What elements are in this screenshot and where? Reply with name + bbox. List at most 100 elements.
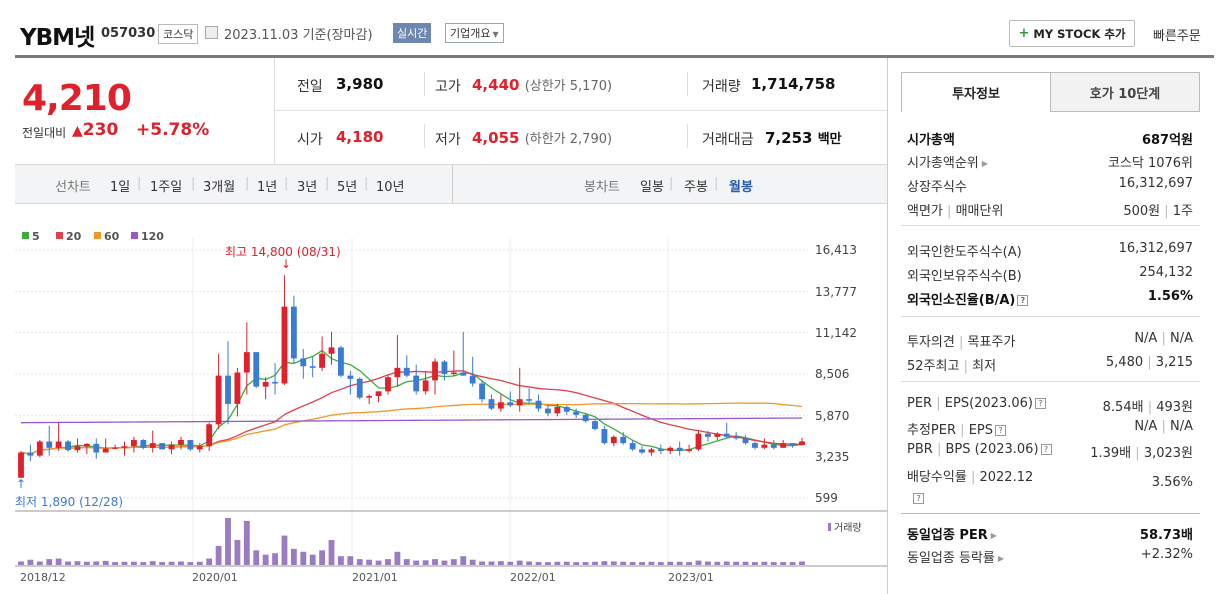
quick-order-link[interactable]: 빠른주문 bbox=[1153, 29, 1201, 44]
ma-120-line bbox=[20, 417, 803, 424]
candle-body bbox=[497, 402, 504, 409]
volume-bar bbox=[460, 556, 467, 565]
candle-body bbox=[733, 436, 740, 439]
market-cap-label: 시가총액 bbox=[907, 133, 955, 148]
period-1d[interactable]: 1일 bbox=[110, 180, 131, 195]
candle-body bbox=[667, 447, 674, 451]
candle-body bbox=[450, 372, 457, 375]
candle-body bbox=[479, 383, 485, 400]
candle-body bbox=[281, 306, 288, 384]
candle-body bbox=[196, 446, 203, 450]
volume-value: 1,714,758 bbox=[751, 75, 836, 93]
candle-body bbox=[394, 367, 401, 378]
tab-invest-info[interactable]: 투자정보 bbox=[901, 72, 1051, 112]
volume-bar bbox=[187, 562, 194, 565]
change-label: 전일대비 bbox=[22, 126, 67, 140]
volume-bar bbox=[272, 553, 278, 565]
volume-bar bbox=[159, 562, 166, 565]
open-value: 4,180 bbox=[336, 128, 384, 146]
candle-body bbox=[676, 447, 683, 451]
help-icon[interactable]: ? bbox=[1034, 398, 1046, 409]
volume-bar bbox=[215, 545, 222, 565]
volume-bar bbox=[780, 562, 787, 565]
volume-bar bbox=[695, 560, 702, 565]
candle-body bbox=[545, 408, 551, 414]
candle-body bbox=[46, 441, 53, 448]
opinion-label: 투자의견 | 목표주가 bbox=[907, 335, 1016, 350]
volume-bar bbox=[36, 561, 43, 565]
volume-bar bbox=[667, 561, 674, 565]
chevron-right-icon: ▶ bbox=[990, 531, 997, 540]
candle-body bbox=[610, 436, 617, 444]
candle-body bbox=[535, 400, 542, 409]
cap-rank-label[interactable]: 시가총액순위 ▶ bbox=[907, 156, 988, 171]
period-1y[interactable]: 1년 bbox=[257, 180, 278, 195]
par-lot-label: 액면가 | 매매단위 bbox=[907, 204, 1004, 219]
volume-bar bbox=[657, 562, 664, 565]
candle-body bbox=[563, 407, 570, 412]
volume-bar bbox=[733, 561, 740, 565]
market-badge: 코스닥 bbox=[158, 24, 199, 44]
candle-body bbox=[149, 443, 156, 448]
divider bbox=[424, 124, 425, 148]
industry-per-label[interactable]: 동일업종 PER ▶ bbox=[907, 528, 997, 543]
candle-monthly[interactable]: 월봉 bbox=[729, 180, 753, 195]
candle-body bbox=[582, 414, 589, 422]
legend-ma60: 60 bbox=[94, 230, 119, 243]
realtime-button[interactable]: 실시간 bbox=[393, 23, 432, 43]
tab-hoga-10[interactable]: 호가 10단계 bbox=[1050, 72, 1200, 112]
volume-bar bbox=[178, 561, 184, 565]
plus-icon: + bbox=[1018, 26, 1030, 41]
candle-body bbox=[300, 358, 307, 367]
volume-bar bbox=[413, 560, 420, 565]
help-icon[interactable]: ? bbox=[1017, 295, 1029, 306]
volume-bar bbox=[356, 559, 363, 565]
candle-body bbox=[686, 449, 693, 451]
volume-bar bbox=[545, 562, 551, 565]
period-10y[interactable]: 10년 bbox=[376, 180, 405, 195]
prev-close-value: 3,980 bbox=[336, 75, 384, 93]
period-5y[interactable]: 5년 bbox=[337, 180, 358, 195]
est-per-label: 추정PER | EPS? bbox=[907, 419, 1006, 438]
legend-ma20: 20 bbox=[56, 230, 81, 243]
period-3y[interactable]: 3년 bbox=[297, 180, 318, 195]
industry-rate-label[interactable]: 동일업종 등락률 ▶ bbox=[907, 551, 1005, 566]
candle-body bbox=[225, 375, 231, 404]
period-1w[interactable]: 1주일 bbox=[150, 180, 183, 195]
candle-daily[interactable]: 일봉 bbox=[640, 180, 664, 195]
week52-label: 52주최고 | 최저 bbox=[907, 359, 997, 374]
candle-body bbox=[601, 428, 608, 444]
est-per-value: N/A | N/A bbox=[1134, 419, 1193, 434]
volume-bar bbox=[130, 561, 137, 565]
volume-bar bbox=[55, 558, 62, 565]
my-stock-add-button[interactable]: + MY STOCK 추가 bbox=[1009, 20, 1135, 47]
candle-body bbox=[573, 411, 580, 415]
prev-close-label: 전일 bbox=[297, 79, 323, 95]
help-icon[interactable]: ? bbox=[1040, 444, 1052, 455]
candle-body bbox=[488, 399, 495, 409]
candle-body bbox=[366, 396, 373, 398]
help-icon[interactable]: ? bbox=[995, 425, 1006, 436]
candle-body bbox=[18, 452, 24, 478]
volume-bar bbox=[620, 561, 627, 565]
amount-value: 7,253 백만 bbox=[765, 129, 842, 147]
volume-bar bbox=[469, 559, 476, 565]
candle-body bbox=[262, 381, 269, 387]
candle-chart-label: 봉차트 bbox=[584, 180, 620, 195]
help-icon[interactable]: ? bbox=[913, 493, 924, 504]
divider bbox=[275, 110, 887, 111]
candle-body bbox=[648, 449, 655, 453]
volume-bar bbox=[121, 561, 128, 565]
candle-body bbox=[780, 443, 787, 448]
period-3m[interactable]: 3개월 bbox=[203, 180, 236, 195]
candle-weekly[interactable]: 주봉 bbox=[684, 180, 708, 195]
volume-bar bbox=[799, 561, 805, 565]
volume-bar bbox=[328, 540, 335, 565]
company-overview-dropdown[interactable]: 기업개요 ▼ bbox=[445, 23, 504, 43]
volume-bar bbox=[112, 562, 119, 565]
price-chart[interactable] bbox=[0, 0, 887, 594]
candle-body bbox=[178, 439, 184, 445]
opinion-value: N/A | N/A bbox=[1134, 331, 1193, 346]
volume-label: 거래량 bbox=[702, 79, 741, 95]
candle-body bbox=[516, 399, 523, 406]
